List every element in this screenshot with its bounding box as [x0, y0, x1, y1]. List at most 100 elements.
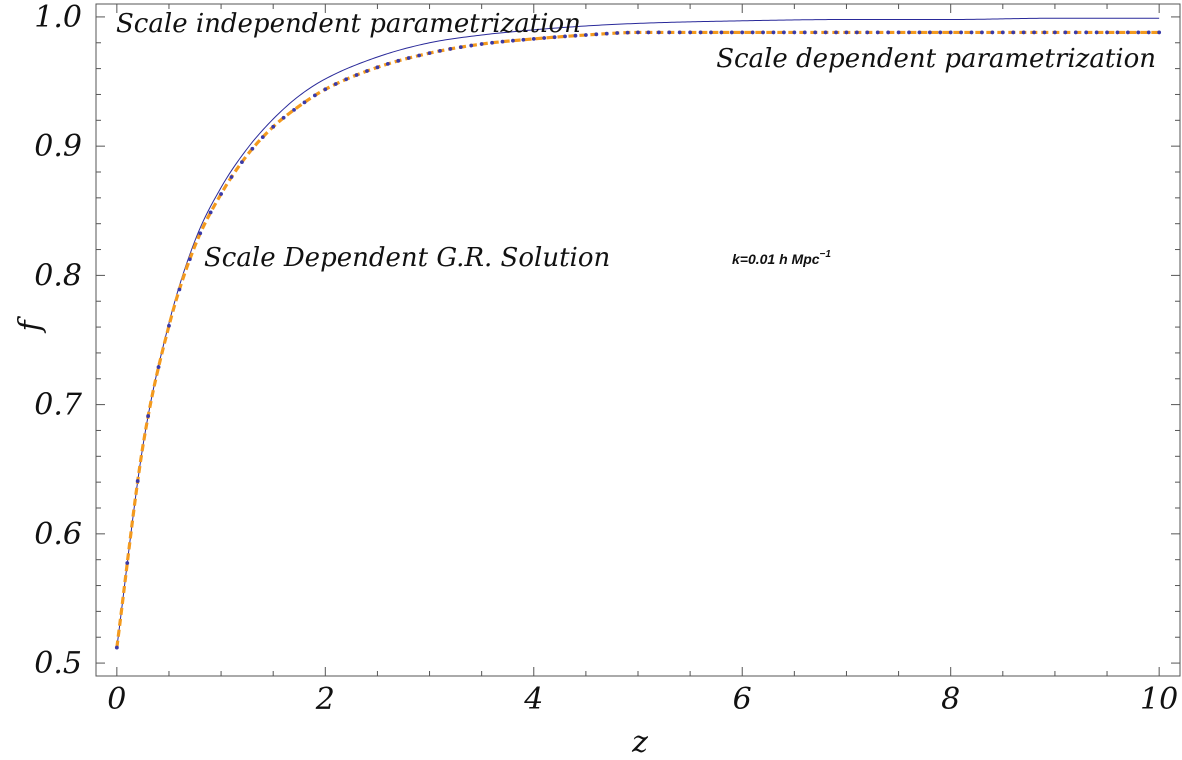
series-point-gr-solution [354, 73, 359, 77]
series-point-gr-solution [187, 257, 192, 262]
series-point-gr-solution [1073, 30, 1078, 35]
series-point-gr-solution [219, 192, 223, 196]
series-point-gr-solution [875, 30, 880, 35]
y-tick-label: 1.0 [34, 0, 82, 35]
y-tick-label: 0.5 [34, 646, 82, 681]
series-point-gr-solution [448, 47, 453, 51]
x-tick-label: 6 [733, 682, 752, 717]
series-point-gr-solution [959, 30, 964, 35]
series-point-gr-solution [1094, 30, 1099, 35]
series-point-gr-solution [990, 30, 995, 35]
y-tick-label: 0.7 [34, 388, 83, 423]
series-point-gr-solution [135, 479, 140, 483]
series-point-gr-solution [156, 365, 161, 369]
series-point-gr-solution [792, 30, 797, 35]
series-point-gr-solution [938, 30, 943, 35]
series-point-gr-solution [625, 30, 630, 35]
x-axis-label: z [631, 725, 648, 760]
k-value-text: k=0.01 h Mpc [732, 251, 820, 267]
series-point-gr-solution [511, 38, 515, 43]
series-point-gr-solution [271, 124, 276, 129]
series-point-gr-solution [1063, 30, 1068, 35]
series-point-gr-solution [917, 30, 922, 35]
series-point-gr-solution [365, 69, 369, 73]
series-point-gr-solution [208, 210, 213, 215]
series-point-gr-solution [927, 30, 932, 35]
series-point-gr-solution [782, 30, 786, 35]
series-point-gr-solution [948, 30, 953, 35]
series-point-gr-solution [406, 56, 411, 60]
y-tick-label: 0.8 [34, 258, 82, 293]
series-point-gr-solution [344, 77, 349, 82]
series-point-gr-solution [896, 30, 901, 35]
series-point-gr-solution [594, 32, 599, 37]
series-point-gr-solution [1021, 30, 1026, 35]
series-point-gr-solution [531, 36, 536, 41]
x-tick-label: 8 [941, 682, 960, 717]
series-point-gr-solution [854, 30, 859, 35]
series-point-gr-solution [323, 87, 328, 92]
x-axis: 0 2 4 6 8 10 [107, 4, 1178, 717]
plot-border [95, 3, 1181, 677]
x-tick-label: 0 [107, 682, 126, 717]
series-point-gr-solution [1157, 30, 1162, 35]
series-point-gr-solution [521, 37, 526, 42]
annotation-gr-solution: Scale Dependent G.R. Solution [204, 243, 610, 273]
series-point-gr-solution [1136, 30, 1141, 35]
series-point-gr-solution [542, 36, 547, 40]
series-point-gr-solution [427, 51, 432, 56]
x-tick-label: 4 [523, 682, 543, 717]
series-point-gr-solution [229, 175, 234, 179]
annotation-dependent: Scale dependent parametrization [716, 44, 1156, 74]
series-point-gr-solution [125, 561, 130, 565]
series-point-gr-solution [1084, 30, 1089, 35]
series-point-gr-solution [1042, 30, 1047, 35]
series-point-gr-solution [1146, 30, 1151, 35]
series-point-gr-solution [980, 30, 984, 35]
series-point-gr-solution [281, 115, 286, 120]
series-point-gr-solution [500, 39, 505, 44]
series-point-gr-solution [240, 160, 244, 164]
series-point-gr-solution [907, 30, 911, 35]
annotation-k-value: k=0.01 h Mpc−1 [732, 249, 831, 267]
series-point-gr-solution [114, 645, 119, 650]
series-point-gr-solution [823, 30, 828, 35]
series-point-gr-solution [250, 146, 255, 151]
series-point-gr-solution [802, 30, 807, 35]
series-point-gr-solution [969, 30, 974, 35]
series-point-gr-solution [385, 62, 390, 66]
series-point-gr-solution [146, 414, 151, 418]
series-line-scale-independent [116, 17, 1160, 648]
series-point-gr-solution [771, 30, 776, 35]
series-point-gr-solution [312, 93, 317, 98]
annotation-independent: Scale independent parametrization [116, 9, 581, 39]
series-point-gr-solution [740, 30, 745, 35]
series-point-gr-solution [761, 30, 765, 35]
series-point-gr-solution [750, 30, 755, 35]
series-point-gr-solution [813, 30, 818, 35]
series-point-gr-solution [583, 33, 588, 37]
series-point-gr-solution [667, 30, 672, 35]
series-line-scale-dependent [115, 30, 1160, 648]
series-point-gr-solution [563, 34, 567, 39]
series-point-gr-solution [865, 30, 870, 35]
series-point-gr-solution [677, 30, 682, 35]
y-tick-label: 0.6 [34, 517, 82, 552]
series-point-gr-solution [698, 30, 703, 35]
series-point-gr-solution [719, 30, 724, 35]
series-point-gr-solution [552, 35, 557, 40]
y-axis-label: f [13, 316, 48, 334]
series-point-gr-solution [1115, 30, 1120, 35]
series-point-gr-solution [396, 58, 401, 63]
series-layer [114, 17, 1162, 650]
x-tick-label: 10 [1140, 682, 1178, 717]
series-point-gr-solution [729, 30, 734, 35]
series-point-gr-solution [834, 30, 838, 35]
series-point-gr-solution [302, 100, 307, 105]
y-tick-label: 0.9 [34, 129, 82, 164]
series-point-gr-solution [604, 31, 609, 36]
y-axis: 0.5 0.6 0.7 0.8 0.9 1.0 [34, 0, 1180, 681]
series-point-gr-solution [1125, 30, 1130, 35]
series-point-gr-solution [615, 31, 620, 35]
